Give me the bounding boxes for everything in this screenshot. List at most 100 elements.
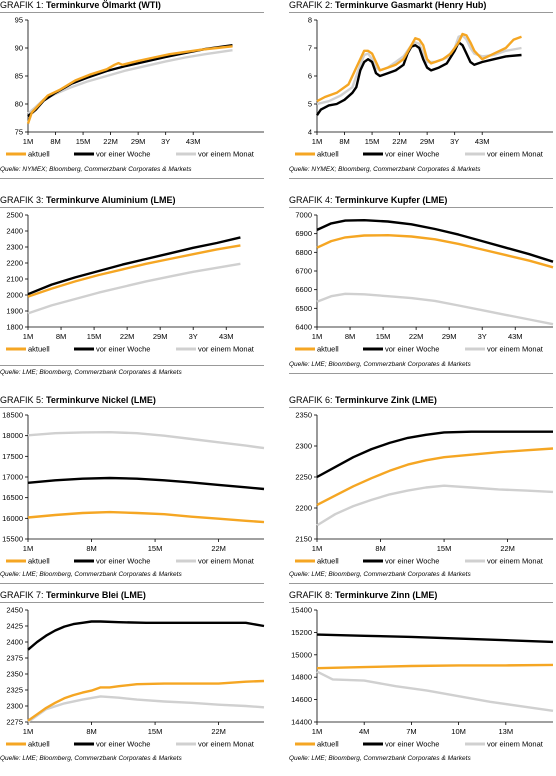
y-tick-label: 2100 bbox=[6, 275, 23, 284]
series-line-aktuell bbox=[316, 234, 554, 269]
x-tick-label: 15M bbox=[376, 332, 391, 341]
legend-label-aktuell: aktuell bbox=[28, 345, 50, 354]
x-tick-label: 43M bbox=[475, 137, 490, 146]
y-tick-label: 15400 bbox=[291, 606, 312, 615]
y-tick-label: 6600 bbox=[295, 285, 312, 294]
series-line-aktuell bbox=[316, 32, 522, 103]
bottom-rule bbox=[0, 365, 264, 366]
y-tick-label: 14800 bbox=[291, 673, 312, 682]
series-line-aktuell bbox=[27, 244, 241, 298]
y-tick-label: 15500 bbox=[2, 535, 23, 544]
chart-title-text: Terminkurve Zinn (LME) bbox=[335, 590, 438, 600]
y-tick-label: 1900 bbox=[6, 307, 23, 316]
x-tick-label: 8M bbox=[375, 544, 385, 553]
y-tick-label: 8 bbox=[308, 16, 312, 25]
x-tick-label: 1M bbox=[312, 137, 322, 146]
legend-label-aktuell: aktuell bbox=[28, 150, 50, 159]
x-tick-label: 4M bbox=[359, 727, 369, 736]
series-line-aktuell bbox=[27, 679, 265, 722]
tin-forward-curve-chart: 14400 14600 14800 15000 15200 15400 1M 4M 7M 10M 1… bbox=[291, 606, 554, 749]
legend-label-monat: vor einem Monat bbox=[198, 557, 255, 566]
x-tick-label: 43M bbox=[508, 332, 523, 341]
chart-source: Quelle: NYMEX; Bloomberg, Commerzbank Co… bbox=[289, 166, 481, 173]
series-line-aktuell bbox=[316, 447, 554, 506]
x-tick-label: 3Y bbox=[189, 332, 198, 341]
legend-label-woche: vor einer Woche bbox=[96, 740, 150, 749]
series-line-woche bbox=[316, 430, 553, 479]
legend-label-woche: vor einer Woche bbox=[96, 557, 150, 566]
series-line-aktuell bbox=[27, 510, 265, 524]
y-tick-label: 2000 bbox=[6, 291, 23, 300]
gas-forward-curve-chart: 4 5 6 7 8 1M 8M 15M 22M 29M 3Y 43M aktuell vor einer … bbox=[295, 16, 553, 159]
legend-label-aktuell: aktuell bbox=[317, 557, 339, 566]
chart-source: Quelle: LME; Bloomberg, Commerzbank Corp… bbox=[0, 369, 182, 376]
chart-title-prefix: GRAFIK 7: bbox=[0, 590, 44, 600]
y-tick-label: 2200 bbox=[6, 259, 23, 268]
chart-source: Quelle: LME; Bloomberg, Commerzbank Corp… bbox=[0, 755, 182, 762]
chart-title-prefix: GRAFIK 5: bbox=[0, 395, 44, 405]
y-tick-label: 2300 bbox=[295, 442, 312, 451]
x-tick-label: 22M bbox=[211, 544, 226, 553]
x-tick-label: 22M bbox=[211, 727, 226, 736]
y-tick-label: 14600 bbox=[291, 695, 312, 704]
y-tick-label: 90 bbox=[15, 44, 23, 53]
chart-title-text: Terminkurve Zink (LME) bbox=[335, 395, 437, 405]
lead-forward-curve-chart: 2275 2300 2325 2350 2375 2400 2425 2450 1M 8M 15M 2… bbox=[6, 606, 265, 749]
y-tick-label: 2250 bbox=[295, 473, 312, 482]
x-tick-label: 1M bbox=[312, 332, 322, 341]
x-tick-label: 8M bbox=[86, 544, 96, 553]
legend-label-monat: vor einem Monat bbox=[487, 740, 544, 749]
y-tick-label: 2300 bbox=[6, 702, 23, 711]
chart-panel-8: GRAFIK 8: Terminkurve Zinn (LME) 14400 14… bbox=[289, 590, 554, 776]
x-tick-label: 22M bbox=[103, 137, 118, 146]
y-tick-label: 2425 bbox=[6, 622, 23, 631]
chart-title-prefix: GRAFIK 8: bbox=[289, 590, 333, 600]
legend-label-aktuell: aktuell bbox=[28, 557, 50, 566]
x-tick-label: 8M bbox=[339, 137, 349, 146]
series-line-monat bbox=[27, 49, 233, 115]
title-rule bbox=[289, 407, 553, 408]
y-tick-label: 95 bbox=[15, 16, 23, 25]
y-tick-label: 17000 bbox=[2, 473, 23, 482]
chart-title-prefix: GRAFIK 4: bbox=[289, 195, 333, 205]
series-line-monat bbox=[27, 695, 265, 723]
y-tick-label: 6800 bbox=[295, 248, 312, 257]
legend-label-woche: vor einer Woche bbox=[385, 557, 439, 566]
x-tick-label: 15M bbox=[148, 544, 163, 553]
chart-panel-1: GRAFIK 1: Terminkurve Ölmarkt (WTI) 75 80… bbox=[0, 0, 264, 186]
bottom-rule bbox=[0, 178, 264, 179]
y-tick-label: 6900 bbox=[295, 229, 312, 238]
chart-panel-7: GRAFIK 7: Terminkurve Blei (LME) 2275 230… bbox=[0, 590, 265, 776]
chart-panel-4: GRAFIK 4: Terminkurve Kupfer (LME) 6400 6… bbox=[289, 195, 554, 381]
series-line-monat bbox=[316, 34, 522, 106]
chart-panel-3: GRAFIK 3: Terminkurve Aluminium (LME) 18… bbox=[0, 195, 264, 381]
y-tick-label: 18500 bbox=[2, 411, 23, 420]
bottom-rule bbox=[0, 583, 264, 584]
legend-label-monat: vor einem Monat bbox=[487, 345, 544, 354]
bottom-rule bbox=[289, 583, 553, 584]
series-line-woche bbox=[316, 41, 522, 116]
aluminium-forward-curve-chart: 1800 1900 2000 2100 2200 2300 2400 2500 1M 8M 15M 2… bbox=[6, 211, 264, 354]
x-tick-label: 22M bbox=[392, 137, 407, 146]
series-line-monat bbox=[316, 670, 554, 712]
title-rule bbox=[0, 602, 264, 603]
chart-title-prefix: GRAFIK 1: bbox=[0, 0, 44, 10]
legend-label-woche: vor einer Woche bbox=[385, 740, 439, 749]
title-rule bbox=[289, 602, 553, 603]
y-tick-label: 2400 bbox=[6, 227, 23, 236]
y-tick-label: 6400 bbox=[295, 323, 312, 332]
chart-title-text: Terminkurve Nickel (LME) bbox=[46, 395, 156, 405]
y-tick-label: 80 bbox=[15, 100, 23, 109]
y-tick-label: 75 bbox=[15, 128, 23, 137]
series-line-monat bbox=[27, 262, 241, 315]
chart-title: GRAFIK 7: Terminkurve Blei (LME) bbox=[0, 590, 146, 600]
chart-panel-6: GRAFIK 6: Terminkurve Zink (LME) 2150 220… bbox=[289, 395, 554, 584]
legend-label-woche: vor einer Woche bbox=[385, 345, 439, 354]
bottom-rule bbox=[289, 178, 553, 179]
y-tick-label: 2150 bbox=[295, 535, 312, 544]
title-rule bbox=[289, 12, 553, 13]
chart-source: Quelle: LME; Bloomberg, Commerzbank Corp… bbox=[289, 571, 471, 578]
x-tick-label: 1M bbox=[312, 727, 322, 736]
x-tick-label: 15M bbox=[148, 727, 163, 736]
x-tick-label: 29M bbox=[153, 332, 168, 341]
